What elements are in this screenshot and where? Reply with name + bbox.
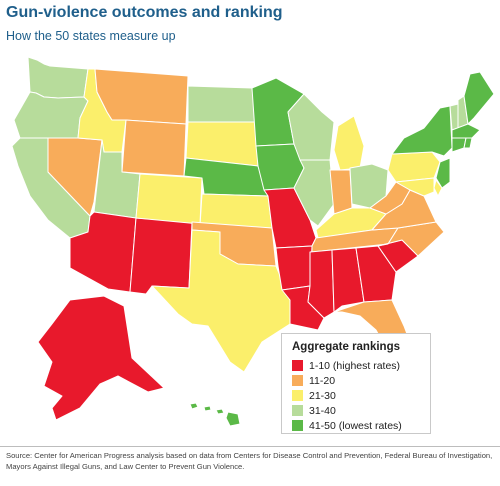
legend-label: 1-10 (highest rates) [309,360,400,372]
state-mt [95,69,188,124]
state-co [136,174,202,224]
state-or [14,92,88,138]
state-wy [122,120,186,176]
legend-item: 11-20 [292,374,335,387]
page-subtitle: How the 50 states measure up [6,29,176,43]
state-me [464,72,494,124]
state-nm [130,218,192,294]
state-hi [190,403,198,409]
state-hi-maui [216,409,224,414]
state-ks [200,194,272,228]
state-ri [464,138,472,148]
state-mi [334,116,364,170]
legend-item: 21-30 [292,389,336,402]
legend-label: 41-50 (lowest rates) [309,420,402,432]
state-pa [388,152,440,182]
state-ak [38,296,164,420]
state-in [330,170,352,214]
source-note: Source: Center for American Progress ana… [6,450,494,472]
legend-label: 21-30 [309,390,336,402]
legend-item: 41-50 (lowest rates) [292,419,402,432]
divider [0,446,500,447]
legend-label: 11-20 [309,375,335,387]
state-ar [276,246,312,290]
state-vt [450,104,458,130]
legend-swatch [292,390,303,401]
legend-item: 31-40 [292,404,336,417]
state-ct [452,138,466,152]
legend-swatch [292,375,303,386]
state-hi-oahu [204,406,211,411]
legend-swatch [292,420,303,431]
state-ny [392,106,452,156]
state-hi-big-island [226,412,240,426]
legend-item: 1-10 (highest rates) [292,359,400,372]
legend: Aggregate rankings 1-10 (highest rates) … [281,333,431,434]
legend-title: Aggregate rankings [292,341,400,353]
legend-swatch [292,405,303,416]
state-nd [188,86,256,122]
legend-swatch [292,360,303,371]
state-wa [28,57,88,98]
page-title: Gun-violence outcomes and ranking [6,4,283,22]
legend-label: 31-40 [309,405,336,417]
